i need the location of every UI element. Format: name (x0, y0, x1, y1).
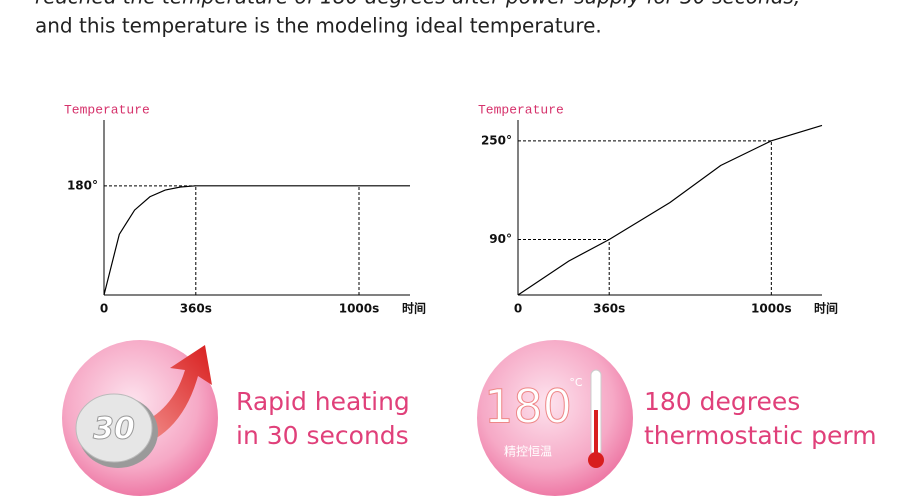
x-tick-label: 360s (180, 302, 212, 316)
data-line (103, 185, 410, 296)
x-tick-label: 360s (593, 302, 625, 316)
header-line: and this temperature is the modeling ide… (35, 14, 602, 38)
icon-caption: 精控恒温 (504, 445, 552, 459)
x-axis-label: 时间 (814, 301, 838, 316)
y-axis-label: Temperature (64, 102, 150, 117)
coin-face (75, 393, 153, 463)
y-axis-label: Temperature (478, 102, 564, 117)
icon-unit: °C (569, 376, 583, 389)
x-axis-label: 时间 (402, 301, 426, 316)
thermometer-bulb (588, 452, 604, 468)
x-tick-label: 1000s (751, 302, 792, 316)
feature-text: 180 degrees (644, 387, 800, 416)
x-tick-label: 0 (100, 302, 108, 316)
header-line: reached the temperature of 180 degrees a… (35, 0, 800, 9)
feature-text: in 30 seconds (236, 421, 409, 450)
icon-number: 180 (484, 380, 572, 434)
feature-text: thermostatic perm (644, 421, 877, 450)
y-tick-label: 90° (489, 232, 512, 246)
thermometer-fill (594, 410, 598, 455)
feature-text: Rapid heating (236, 387, 410, 416)
y-tick-label: 180° (67, 178, 98, 192)
coin-number: 30 (93, 412, 135, 447)
data-line (517, 124, 823, 296)
x-tick-label: 1000s (339, 302, 380, 316)
x-tick-label: 0 (514, 302, 522, 316)
y-tick-label: 250° (481, 133, 512, 147)
